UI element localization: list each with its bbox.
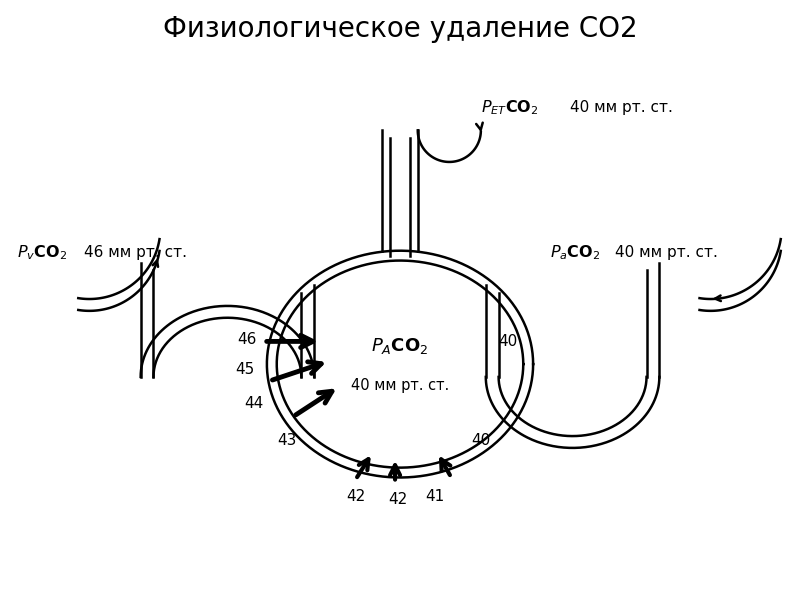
Text: $P_a$CO$_2$: $P_a$CO$_2$ bbox=[550, 244, 600, 262]
Text: 40: 40 bbox=[498, 334, 518, 349]
Text: 40: 40 bbox=[471, 433, 490, 448]
Text: 42: 42 bbox=[389, 492, 408, 507]
Text: 42: 42 bbox=[346, 490, 366, 505]
Text: $P_A$CO$_2$: $P_A$CO$_2$ bbox=[371, 337, 429, 356]
Text: 41: 41 bbox=[425, 490, 444, 505]
Text: 40 мм рт. ст.: 40 мм рт. ст. bbox=[615, 245, 718, 260]
Text: 44: 44 bbox=[245, 396, 264, 411]
Text: $P_v$CO$_2$: $P_v$CO$_2$ bbox=[18, 244, 67, 262]
Text: 46 мм рт. ст.: 46 мм рт. ст. bbox=[85, 245, 187, 260]
Text: 40 мм рт. ст.: 40 мм рт. ст. bbox=[351, 378, 449, 393]
Text: 43: 43 bbox=[277, 433, 297, 448]
Text: 45: 45 bbox=[235, 362, 254, 377]
Text: 46: 46 bbox=[238, 332, 257, 347]
Text: Физиологическое удаление СО2: Физиологическое удаление СО2 bbox=[162, 15, 638, 43]
Text: $P_{ET}$CO$_2$: $P_{ET}$CO$_2$ bbox=[481, 98, 538, 117]
Text: 40 мм рт. ст.: 40 мм рт. ст. bbox=[570, 100, 673, 115]
